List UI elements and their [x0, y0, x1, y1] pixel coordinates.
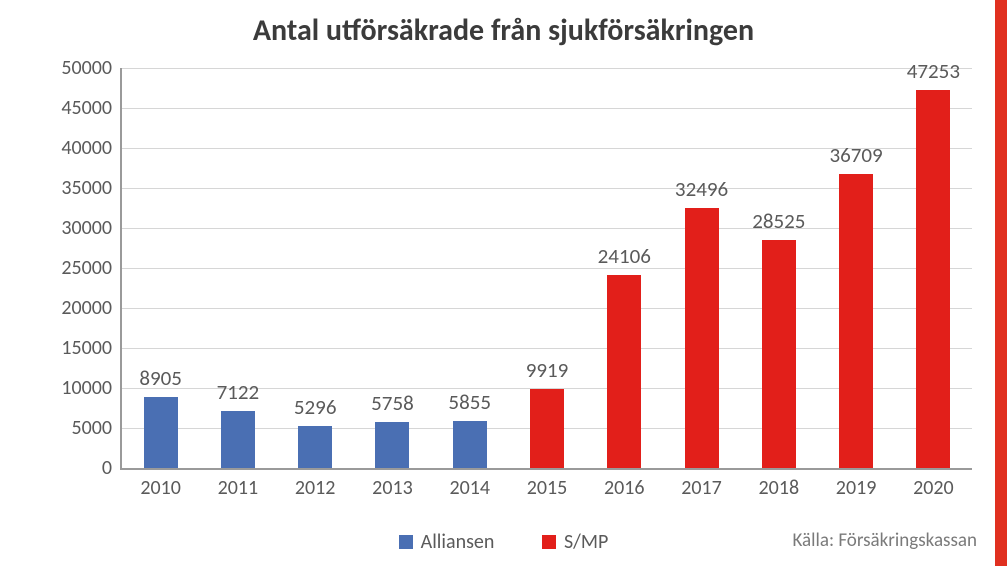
right-stripe: [995, 0, 1007, 566]
x-tick-label: 2017: [681, 468, 722, 500]
bar-value-label: 9919: [526, 357, 569, 389]
bar-2015: 9919: [530, 389, 564, 468]
x-tick-label: 2020: [913, 468, 954, 500]
legend-item-smp: S/MP: [542, 530, 608, 554]
bar-2010: 8905: [144, 397, 178, 468]
legend-item-alliansen: Alliansen: [399, 530, 495, 554]
bar-value-label: 8905: [139, 365, 182, 397]
x-tick-label: 2016: [604, 468, 645, 500]
bar-value-label: 24106: [598, 243, 651, 275]
chart-title: Antal utförsäkrade från sjukförsäkringen: [0, 12, 1007, 49]
bar-2011: 7122: [221, 411, 255, 468]
bar-value-label: 5296: [294, 394, 337, 426]
y-tick-label: 0: [102, 456, 122, 480]
chart-frame: Antal utförsäkrade från sjukförsäkringen…: [0, 0, 1007, 566]
x-tick-label: 2014: [449, 468, 490, 500]
plot-area: 0500010000150002000025000300003500040000…: [120, 68, 972, 470]
bar-2019: 36709: [839, 174, 873, 468]
bar-2020: 47253: [916, 90, 950, 468]
gridline: [122, 68, 972, 69]
x-tick-label: 2019: [836, 468, 877, 500]
x-tick-label: 2013: [372, 468, 413, 500]
y-tick-label: 5000: [71, 416, 122, 440]
y-tick-label: 40000: [61, 136, 122, 160]
x-tick-label: 2018: [759, 468, 800, 500]
bar-value-label: 36709: [829, 142, 882, 174]
bar-value-label: 28525: [752, 208, 805, 240]
bar-2012: 5296: [298, 426, 332, 468]
y-tick-label: 20000: [61, 296, 122, 320]
x-tick-label: 2010: [140, 468, 181, 500]
x-tick-label: 2015: [527, 468, 568, 500]
y-tick-label: 10000: [61, 376, 122, 400]
bar-2013: 5758: [375, 422, 409, 468]
y-tick-label: 45000: [61, 96, 122, 120]
bar-2016: 24106: [607, 275, 641, 468]
bar-value-label: 5855: [448, 389, 491, 421]
bar-2014: 5855: [453, 421, 487, 468]
bar-value-label: 7122: [217, 379, 260, 411]
legend-swatch-smp: [542, 535, 556, 549]
legend-label-smp: S/MP: [564, 530, 608, 554]
source-label: Källa: Försäkringskassan: [792, 529, 977, 552]
legend-label-alliansen: Alliansen: [421, 530, 495, 554]
bar-value-label: 47253: [907, 58, 960, 90]
y-tick-label: 25000: [61, 256, 122, 280]
bar-value-label: 5758: [371, 390, 414, 422]
y-tick-label: 15000: [61, 336, 122, 360]
legend-swatch-alliansen: [399, 535, 413, 549]
bar-2018: 28525: [762, 240, 796, 468]
bar-value-label: 32496: [675, 176, 728, 208]
gridline: [122, 108, 972, 109]
y-tick-label: 35000: [61, 176, 122, 200]
y-tick-label: 30000: [61, 216, 122, 240]
y-tick-label: 50000: [61, 56, 122, 80]
x-tick-label: 2011: [218, 468, 259, 500]
x-tick-label: 2012: [295, 468, 336, 500]
bar-2017: 32496: [685, 208, 719, 468]
